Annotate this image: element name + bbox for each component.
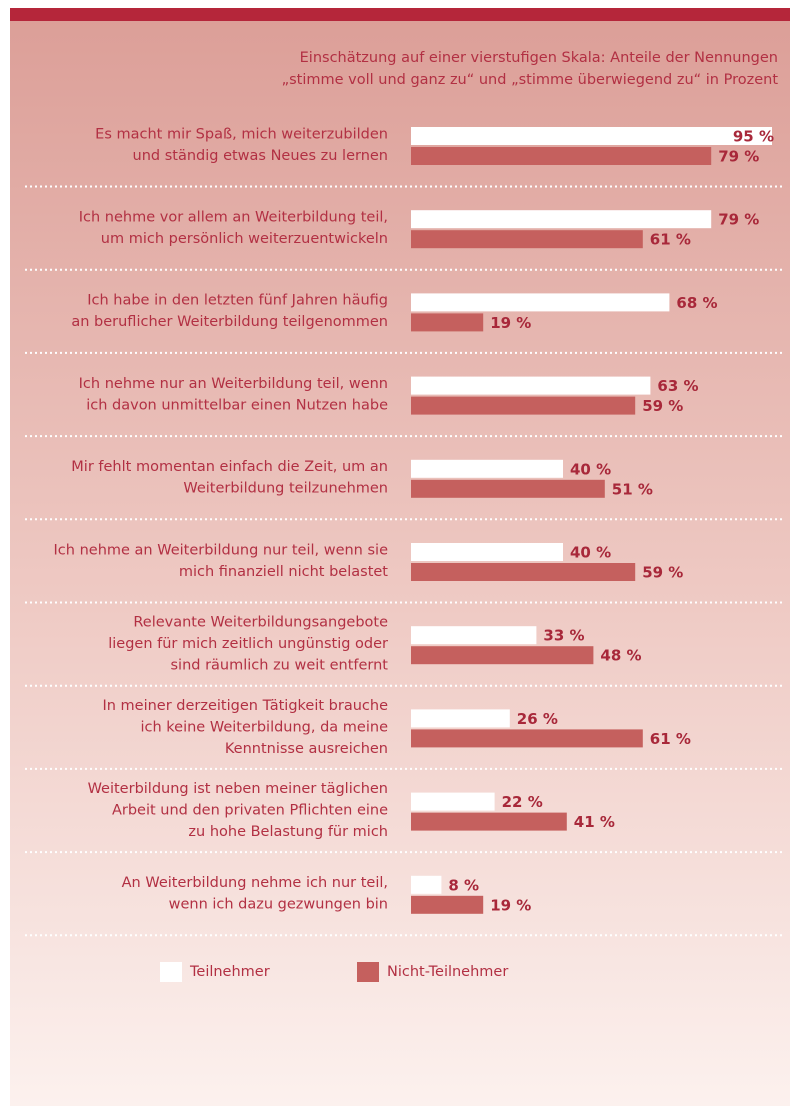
bar — [411, 127, 772, 145]
category-label: Weiterbildung teilzunehmen — [183, 481, 388, 497]
category-label: Mir fehlt momentan einfach die Zeit, um … — [71, 459, 388, 475]
bar — [411, 313, 484, 332]
bar — [411, 459, 563, 478]
category-label: Ich habe in den letzten fünf Jahren häuf… — [87, 293, 388, 309]
value-label: 19 % — [490, 896, 531, 914]
value-label: 48 % — [600, 647, 641, 665]
bar — [411, 396, 636, 415]
subtitle: Einschätzung auf einer vierstufigen Skal… — [300, 50, 778, 66]
category-label: Kenntnisse ausreichen — [225, 741, 388, 757]
category-label: und ständig etwas Neues zu lernen — [133, 148, 388, 164]
subtitle: „stimme voll und ganz zu“ und „stimme üb… — [282, 72, 779, 88]
bar — [411, 230, 643, 249]
top-stripe — [10, 8, 790, 21]
value-label: 26 % — [517, 710, 558, 728]
bar — [411, 895, 484, 914]
legend-label: Nicht-Teilnehmer — [387, 964, 508, 980]
category-label: Weiterbildung ist neben meiner täglichen — [88, 781, 388, 797]
category-label: wenn ich dazu gezwungen bin — [169, 897, 388, 913]
category-label: Ich nehme vor allem an Weiterbildung tei… — [79, 209, 388, 225]
category-label: Relevante Weiterbildungsangebote — [133, 615, 388, 631]
value-label: 40 % — [570, 460, 611, 478]
value-label: 8 % — [448, 876, 479, 894]
background — [10, 20, 790, 1106]
category-label: Es macht mir Spaß, mich weiterzubilden — [95, 126, 388, 142]
category-label: liegen für mich zeitlich ungünstig oder — [108, 636, 388, 652]
value-label: 61 % — [650, 730, 691, 748]
bar — [411, 792, 495, 811]
bar — [411, 563, 636, 581]
category-label: sind räumlich zu weit entfernt — [171, 658, 389, 674]
value-label: 19 % — [490, 314, 531, 332]
category-label: zu hohe Belastung für mich — [188, 824, 388, 840]
category-label: In meiner derzeitigen Tätigkeit brauche — [102, 698, 388, 714]
value-label: 33 % — [543, 627, 584, 645]
bar — [411, 875, 442, 894]
value-label: 22 % — [502, 793, 543, 811]
legend-label: Teilnehmer — [189, 964, 270, 980]
bar — [411, 543, 563, 561]
category-label: ich davon unmittelbar einen Nutzen habe — [86, 397, 388, 413]
category-label: an beruflicher Weiterbildung teilgenomme… — [71, 314, 388, 330]
value-label: 68 % — [676, 294, 717, 312]
category-label: Ich nehme an Weiterbildung nur teil, wen… — [54, 542, 389, 558]
bar — [411, 812, 567, 831]
value-label: 59 % — [642, 564, 683, 582]
bar — [411, 147, 712, 165]
legend-swatch — [160, 962, 182, 982]
bar — [411, 709, 510, 728]
category-label: mich finanziell nicht belastet — [179, 564, 388, 580]
category-label: ich keine Weiterbildung, da meine — [140, 719, 388, 735]
category-label: Ich nehme nur an Weiterbildung teil, wen… — [79, 376, 388, 392]
value-label: 41 % — [574, 813, 615, 831]
category-label: Arbeit und den privaten Pflichten eine — [112, 803, 388, 819]
bar — [411, 646, 594, 665]
bar — [411, 293, 670, 312]
bar — [411, 479, 605, 498]
value-label: 95 % — [733, 128, 774, 146]
value-label: 79 % — [718, 211, 759, 229]
value-label: 59 % — [642, 397, 683, 415]
category-label: An Weiterbildung nehme ich nur teil, — [122, 875, 388, 891]
value-label: 61 % — [650, 231, 691, 249]
bar — [411, 210, 712, 229]
value-label: 51 % — [612, 480, 653, 498]
value-label: 79 % — [718, 148, 759, 166]
bar — [411, 376, 651, 395]
category-label: um mich persönlich weiterzuentwickeln — [101, 231, 388, 247]
value-label: 40 % — [570, 544, 611, 562]
legend-swatch — [357, 962, 379, 982]
bar — [411, 626, 537, 645]
value-label: 63 % — [657, 377, 698, 395]
bar — [411, 729, 643, 748]
